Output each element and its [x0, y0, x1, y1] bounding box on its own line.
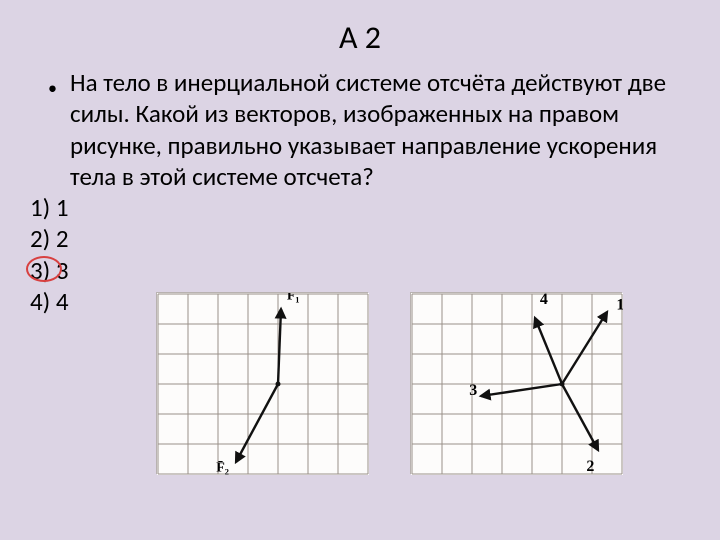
- figure-left: F̄₁ F̄₂: [156, 292, 368, 474]
- figures-container: F̄₁ F̄₂ 1 2 3 4: [156, 292, 622, 474]
- option-3: 3) 3: [30, 255, 720, 286]
- option-1: 1) 1: [30, 192, 720, 223]
- svg-text:4: 4: [540, 293, 548, 308]
- option-3-text: 3) 3: [30, 255, 69, 286]
- question-text: • На тело в инерциальной системе отсчёта…: [0, 67, 720, 192]
- question-body: На тело в инерциальной системе отсчёта д…: [70, 67, 666, 192]
- svg-text:F̄₁: F̄₁: [287, 293, 300, 303]
- svg-text:1: 1: [616, 296, 623, 313]
- svg-text:2: 2: [586, 458, 594, 475]
- option-2: 2) 2: [30, 223, 720, 254]
- figure-right: 1 2 3 4: [410, 292, 622, 474]
- svg-text:3: 3: [469, 382, 477, 399]
- figure-left-svg: F̄₁ F̄₂: [157, 293, 369, 475]
- bullet-icon: •: [48, 77, 57, 100]
- svg-text:F̄₂: F̄₂: [216, 460, 229, 475]
- figure-right-svg: 1 2 3 4: [411, 293, 623, 475]
- slide-title: А 2: [0, 0, 720, 67]
